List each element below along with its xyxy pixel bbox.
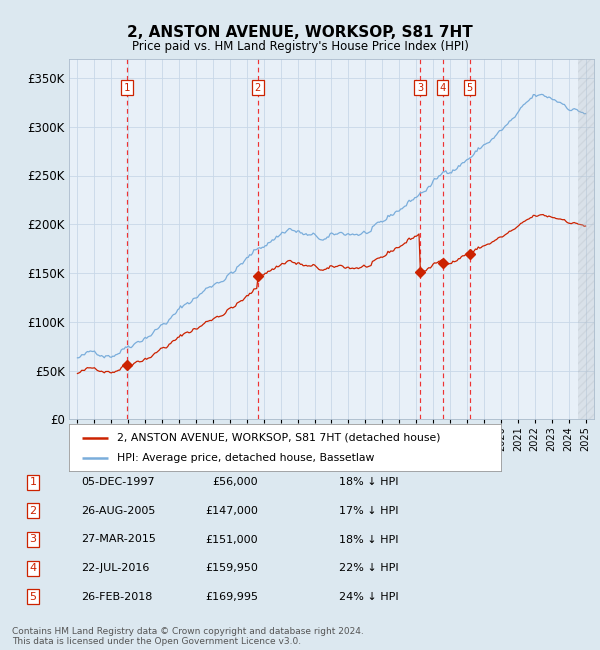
Text: 26-AUG-2005: 26-AUG-2005 <box>81 506 155 516</box>
Text: 3: 3 <box>29 534 37 545</box>
Text: 22-JUL-2016: 22-JUL-2016 <box>81 563 149 573</box>
Text: 4: 4 <box>29 563 37 573</box>
Text: 5: 5 <box>29 592 37 602</box>
Text: 2: 2 <box>29 506 37 516</box>
Text: £159,950: £159,950 <box>205 563 258 573</box>
Text: 26-FEB-2018: 26-FEB-2018 <box>81 592 152 602</box>
Bar <box>578 58 600 419</box>
Text: 17% ↓ HPI: 17% ↓ HPI <box>339 506 398 516</box>
Text: 22% ↓ HPI: 22% ↓ HPI <box>339 563 398 573</box>
Text: 05-DEC-1997: 05-DEC-1997 <box>81 477 155 488</box>
Text: HPI: Average price, detached house, Bassetlaw: HPI: Average price, detached house, Bass… <box>116 453 374 463</box>
Text: 2, ANSTON AVENUE, WORKSOP, S81 7HT (detached house): 2, ANSTON AVENUE, WORKSOP, S81 7HT (deta… <box>116 432 440 443</box>
Text: £147,000: £147,000 <box>205 506 258 516</box>
Text: £56,000: £56,000 <box>212 477 258 488</box>
Text: 18% ↓ HPI: 18% ↓ HPI <box>339 477 398 488</box>
Text: This data is licensed under the Open Government Licence v3.0.: This data is licensed under the Open Gov… <box>12 637 301 646</box>
Text: 1: 1 <box>29 477 37 488</box>
Text: Price paid vs. HM Land Registry's House Price Index (HPI): Price paid vs. HM Land Registry's House … <box>131 40 469 53</box>
Text: £169,995: £169,995 <box>205 592 258 602</box>
Text: 1: 1 <box>124 83 130 93</box>
Text: 2: 2 <box>255 83 261 93</box>
Text: 5: 5 <box>466 83 473 93</box>
Text: 2, ANSTON AVENUE, WORKSOP, S81 7HT: 2, ANSTON AVENUE, WORKSOP, S81 7HT <box>127 25 473 40</box>
Text: 24% ↓ HPI: 24% ↓ HPI <box>339 592 398 602</box>
Text: 18% ↓ HPI: 18% ↓ HPI <box>339 534 398 545</box>
Text: 27-MAR-2015: 27-MAR-2015 <box>81 534 156 545</box>
Text: Contains HM Land Registry data © Crown copyright and database right 2024.: Contains HM Land Registry data © Crown c… <box>12 627 364 636</box>
Text: 4: 4 <box>439 83 446 93</box>
Text: 3: 3 <box>417 83 423 93</box>
Text: £151,000: £151,000 <box>205 534 258 545</box>
